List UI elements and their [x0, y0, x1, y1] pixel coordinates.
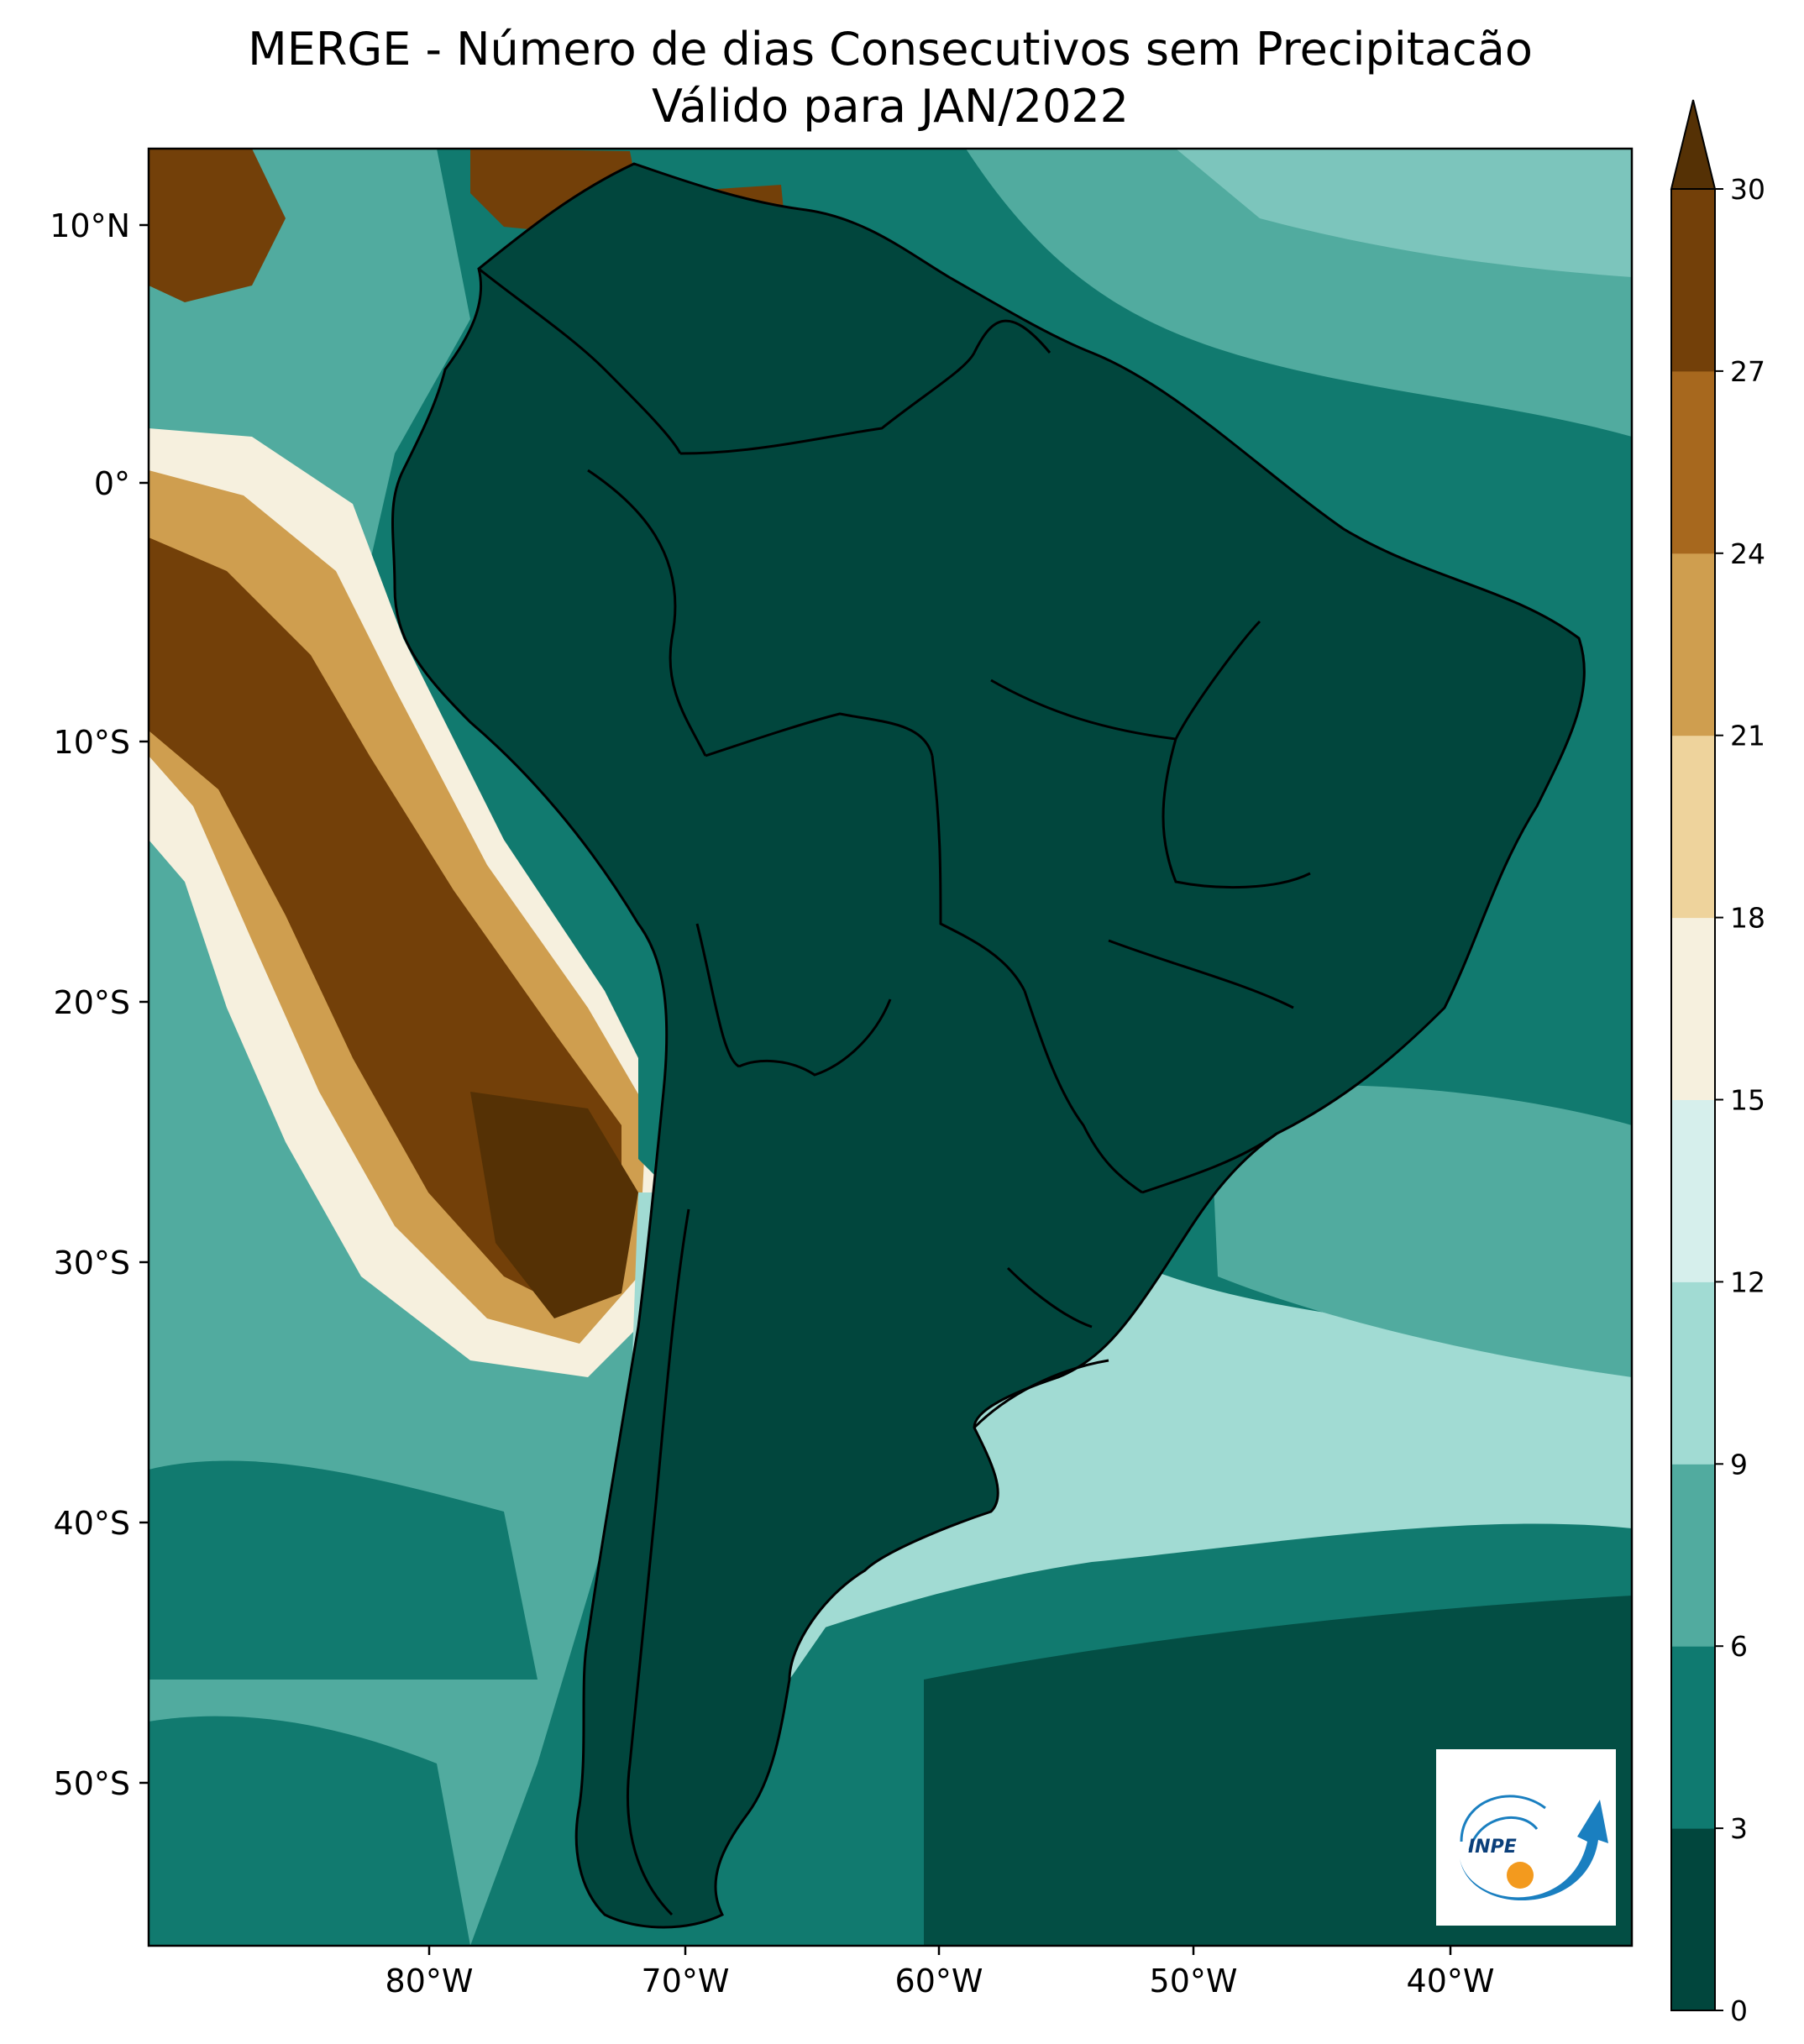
- colorbar-tick-label: 18: [1730, 902, 1765, 935]
- lat-label: 30°S: [54, 1245, 130, 1281]
- lat-label: 10°S: [54, 724, 130, 761]
- colorbar-segment: [1671, 189, 1715, 372]
- colorbar-tick-label: 3: [1730, 1812, 1748, 1845]
- colorbar-segment: [1671, 370, 1715, 554]
- lon-label: 80°W: [385, 1963, 474, 1999]
- map-title: MERGE - Número de dias Consecutivos sem …: [248, 23, 1533, 76]
- colorbar-tick-label: 30: [1730, 173, 1765, 206]
- lon-label: 40°W: [1407, 1963, 1495, 1999]
- map-frame: [147, 147, 1634, 1947]
- colorbar-tick-label: 0: [1730, 1994, 1748, 2027]
- lat-label: 40°S: [54, 1505, 130, 1542]
- lon-labels: 80°W 70°W 60°W 50°W 40°W: [385, 1963, 1495, 1999]
- colorbar-segment: [1671, 1281, 1715, 1465]
- colorbar-segment: [1671, 1464, 1715, 1647]
- lon-ticks: [427, 1946, 1452, 1955]
- inpe-logo: INPE: [1436, 1749, 1616, 1926]
- colorbar: 0 3 6 9 12 15 18 21 24 27 30: [1670, 99, 1765, 2027]
- lon-label: 60°W: [895, 1963, 983, 1999]
- lon-label: 50°W: [1150, 1963, 1238, 1999]
- country-borders: [391, 162, 1586, 1929]
- lat-ticks: [139, 223, 149, 1785]
- colorbar-segment: [1671, 1646, 1715, 1829]
- map-subtitle: Válido para JAN/2022: [651, 80, 1130, 133]
- colorbar-tick-label: 9: [1730, 1448, 1748, 1481]
- colorbar-tick-label: 21: [1730, 720, 1765, 752]
- colorbar-tick-label: 24: [1730, 537, 1765, 570]
- lat-label: 50°S: [54, 1765, 130, 1802]
- colorbar-segment: [1671, 1099, 1715, 1282]
- colorbar-segment: [1671, 553, 1715, 736]
- lat-label: 0°: [94, 465, 130, 502]
- lat-labels: 10°N 0° 10°S 20°S 30°S 40°S 50°S: [50, 207, 130, 1802]
- lon-label: 70°W: [642, 1963, 730, 1999]
- colorbar-tick-label: 27: [1730, 355, 1765, 388]
- colorbar-segment: [1671, 735, 1715, 919]
- colorbar-segment: [1671, 1828, 1715, 2011]
- colorbar-tick-label: 15: [1730, 1084, 1765, 1117]
- colorbar-tick-label: 12: [1730, 1266, 1765, 1298]
- lat-label: 10°N: [50, 207, 130, 244]
- map-field: [149, 149, 1632, 1946]
- lat-label: 20°S: [54, 984, 130, 1021]
- colorbar-extend-arrow: [1670, 99, 1717, 190]
- colorbar-tick-label: 6: [1730, 1630, 1748, 1663]
- logo-text: INPE: [1468, 1837, 1517, 1858]
- colorbar-segment: [1671, 917, 1715, 1100]
